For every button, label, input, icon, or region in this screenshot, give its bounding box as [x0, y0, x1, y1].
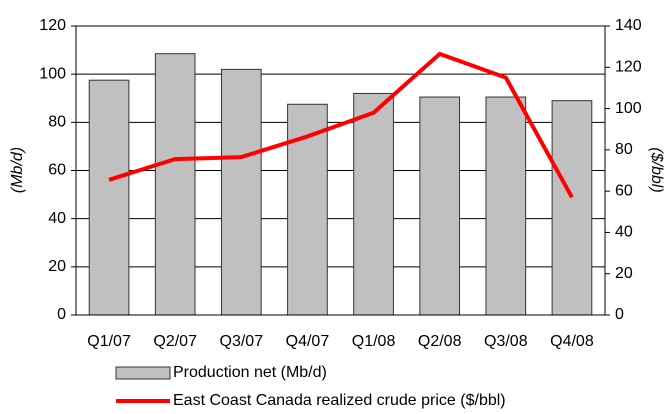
x-tick-label: Q2/07: [153, 333, 197, 350]
x-tick-label: Q1/07: [87, 333, 131, 350]
legend-label: East Coast Canada realized crude price (…: [173, 392, 506, 409]
y-tick-label: 40: [48, 210, 66, 227]
bar: [419, 96, 461, 316]
legend-label: Production net (Mb/d): [173, 364, 327, 381]
plot-border: [75, 25, 606, 316]
y2-tick-label: 100: [615, 100, 642, 117]
y-tick-label: 100: [39, 65, 66, 82]
x-tick-label: Q3/07: [220, 333, 264, 350]
x-tick-label: Q4/07: [286, 333, 330, 350]
bar: [353, 92, 394, 316]
line: [108, 51, 574, 199]
y-axis-label: (Mb/d): [9, 147, 26, 193]
y2-tick-label: 20: [615, 265, 633, 282]
x-tick-label: Q4/08: [550, 333, 594, 350]
y-tick-label: 20: [48, 258, 66, 275]
y-tick-label: 120: [39, 17, 66, 34]
y2-tick-label: 80: [615, 141, 633, 158]
y2-tick-label: 40: [615, 224, 633, 241]
bar: [551, 100, 593, 316]
y2-tick-label: 0: [615, 306, 624, 323]
y2-tick-label: 140: [615, 17, 642, 34]
x-tick-label: Q1/08: [352, 333, 396, 350]
bar: [220, 68, 262, 316]
bar: [154, 53, 196, 316]
x-tick-label: Q2/08: [418, 333, 462, 350]
y-tick-label: 80: [48, 114, 66, 131]
y-tick-label: 0: [57, 306, 66, 323]
y2-tick-label: 60: [615, 182, 633, 199]
y-tick-label: 60: [48, 162, 66, 179]
y2-axis-label: ($/bbl): [648, 147, 665, 192]
x-tick-label: Q3/08: [484, 333, 528, 350]
legend-swatch: [115, 366, 171, 380]
bar: [88, 79, 130, 316]
y2-tick-label: 120: [615, 59, 642, 76]
bar: [485, 96, 527, 316]
